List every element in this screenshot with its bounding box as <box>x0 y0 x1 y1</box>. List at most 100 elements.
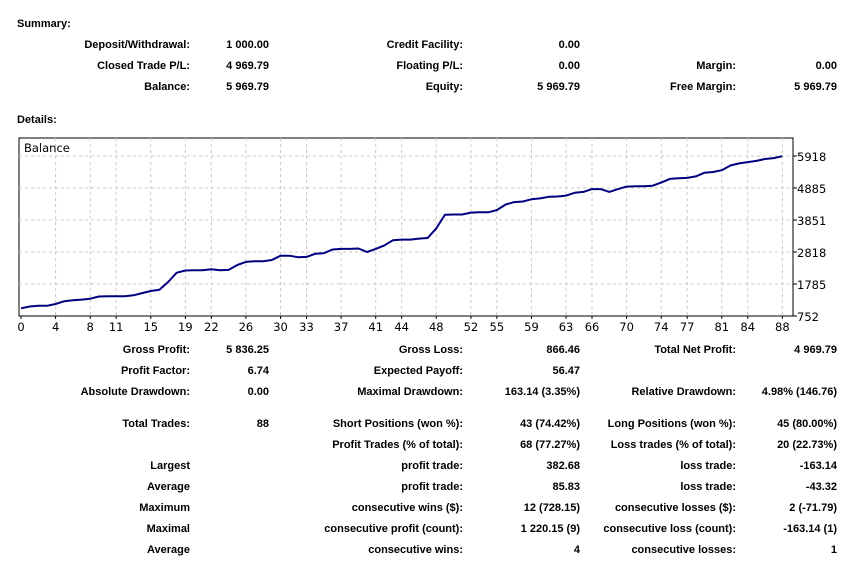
details-value: -163.14 <box>799 460 837 472</box>
x-tick-label: 88 <box>775 320 790 334</box>
x-tick-label: 59 <box>524 320 539 334</box>
details-label: Average <box>146 481 190 493</box>
x-tick-label: 74 <box>654 320 669 334</box>
details-value: -43.32 <box>805 481 837 493</box>
summary-label: Balance: <box>144 81 190 93</box>
x-tick-label: 52 <box>464 320 479 334</box>
details-value: 4.98% (146.76) <box>761 386 837 398</box>
details-label: loss trade: <box>680 481 736 493</box>
details-value: 382.68 <box>546 460 580 472</box>
summary-value: 0.00 <box>558 60 580 72</box>
x-tick-label: 77 <box>680 320 695 334</box>
summary-label: Credit Facility: <box>386 39 463 51</box>
x-tick-label: 33 <box>299 320 314 334</box>
x-tick-label: 19 <box>178 320 193 334</box>
x-tick-label: 81 <box>714 320 729 334</box>
y-tick-label: 3851 <box>797 214 826 228</box>
details-label: Short Positions (won %): <box>332 418 463 430</box>
details-value: 4 969.79 <box>794 344 837 356</box>
details-label: consecutive wins ($): <box>351 502 463 514</box>
details-label: Loss trades (% of total): <box>610 439 736 451</box>
summary-value: 1 000.00 <box>226 39 269 51</box>
details-value: 12 (728.15) <box>523 502 580 514</box>
details-label: consecutive losses ($): <box>614 502 736 514</box>
x-tick-label: 48 <box>429 320 444 334</box>
x-tick-label: 30 <box>273 320 288 334</box>
x-tick-label: 84 <box>740 320 755 334</box>
details-label: consecutive wins: <box>368 544 463 556</box>
details-label: loss trade: <box>680 460 736 472</box>
details-heading: Details: <box>17 114 57 126</box>
details-label: Profit Factor: <box>120 365 190 377</box>
details-label: Profit Trades (% of total): <box>332 439 463 451</box>
details-value: 68 (77.27%) <box>520 439 580 451</box>
details-value: 4 <box>573 544 580 556</box>
summary-label: Deposit/Withdrawal: <box>84 39 190 51</box>
balance-series-line <box>20 155 783 310</box>
x-tick-label: 44 <box>394 320 409 334</box>
summary-label: Floating P/L: <box>396 60 463 72</box>
x-tick-label: 0 <box>17 320 24 334</box>
details-label: profit trade: <box>401 460 463 472</box>
x-tick-label: 41 <box>368 320 383 334</box>
x-tick-label: 63 <box>559 320 574 334</box>
y-tick-label: 2818 <box>797 246 826 260</box>
summary-label: Closed Trade P/L: <box>97 60 190 72</box>
details-label: Expected Payoff: <box>373 365 463 377</box>
summary-value: 5 969.79 <box>537 81 580 93</box>
x-tick-label: 15 <box>143 320 158 334</box>
details-value: 2 (-71.79) <box>789 502 837 514</box>
x-tick-label: 4 <box>52 320 59 334</box>
details-value: 163.14 (3.35%) <box>504 386 580 398</box>
summary-label: Equity: <box>425 81 463 93</box>
plot-area <box>18 137 794 317</box>
y-tick-label: 752 <box>797 310 819 324</box>
x-tick-label: 55 <box>490 320 505 334</box>
details-value: 1 220.15 (9) <box>520 523 580 535</box>
summary-label: Free Margin: <box>669 81 736 93</box>
y-tick-label: 4885 <box>797 182 826 196</box>
x-tick-label: 22 <box>204 320 219 334</box>
details-value: 43 (74.42%) <box>520 418 580 430</box>
summary-value: 5 969.79 <box>794 81 837 93</box>
summary-value: 4 969.79 <box>226 60 269 72</box>
details-value: 6.74 <box>247 365 269 377</box>
y-tick-label: 5918 <box>797 150 826 164</box>
details-label: profit trade: <box>401 481 463 493</box>
details-label: Long Positions (won %): <box>607 418 736 430</box>
details-value: 85.83 <box>552 481 580 493</box>
details-label: Total Trades: <box>122 418 190 430</box>
details-value: 866.46 <box>546 344 580 356</box>
details-label: consecutive profit (count): <box>324 523 463 535</box>
details-value: 88 <box>256 418 269 430</box>
details-value: -163.14 (1) <box>783 523 837 535</box>
summary-value: 0.00 <box>815 60 837 72</box>
details-label: Maximal Drawdown: <box>357 386 463 398</box>
details-label: Relative Drawdown: <box>631 386 736 398</box>
details-label: Largest <box>150 460 190 472</box>
details-label: consecutive loss (count): <box>603 523 736 535</box>
details-label: consecutive losses: <box>631 544 736 556</box>
details-label: Gross Loss: <box>398 344 463 356</box>
details-value: 45 (80.00%) <box>777 418 837 430</box>
details-label: Maximal <box>146 523 190 535</box>
y-tick-label: 1785 <box>797 278 826 292</box>
x-tick-label: 11 <box>109 320 124 334</box>
x-tick-label: 66 <box>585 320 600 334</box>
summary-label: Margin: <box>696 60 736 72</box>
x-tick-label: 8 <box>87 320 94 334</box>
details-value: 20 (22.73%) <box>777 439 837 451</box>
x-tick-label: 26 <box>239 320 254 334</box>
x-tick-label: 37 <box>334 320 349 334</box>
details-value: 5 836.25 <box>226 344 269 356</box>
x-tick-label: 70 <box>619 320 634 334</box>
summary-value: 0.00 <box>558 39 580 51</box>
details-value: 1 <box>830 544 837 556</box>
details-label: Gross Profit: <box>122 344 190 356</box>
summary-value: 5 969.79 <box>226 81 269 93</box>
details-label: Total Net Profit: <box>654 344 736 356</box>
details-value: 0.00 <box>247 386 269 398</box>
details-value: 56.47 <box>552 365 580 377</box>
chart-legend-label: Balance <box>24 141 70 155</box>
details-label: Maximum <box>139 502 190 514</box>
